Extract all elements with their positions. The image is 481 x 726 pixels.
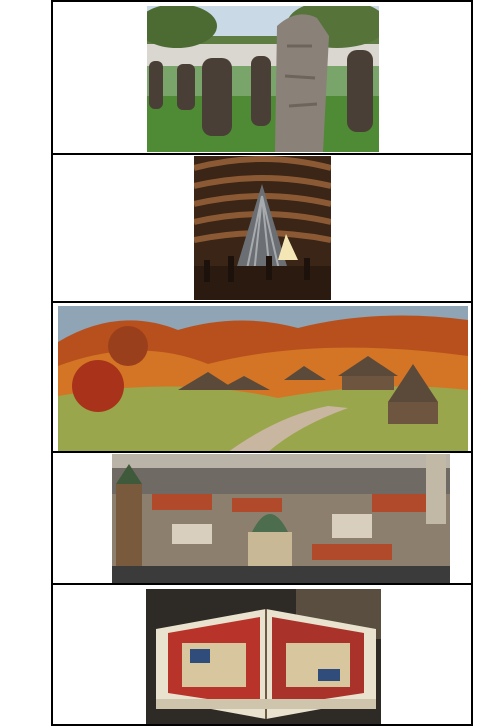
stone-idols-photo xyxy=(147,6,379,152)
city-rooftops-photo xyxy=(112,454,450,584)
panel-autumn-village xyxy=(51,301,473,456)
manuscript-photo xyxy=(146,589,381,724)
panel-manuscript xyxy=(51,583,473,726)
panel-cave-sanctuary xyxy=(51,153,473,303)
panel-stone-idols xyxy=(51,0,473,155)
panel-city-rooftops xyxy=(51,451,473,586)
autumn-village-photo xyxy=(58,306,468,452)
cave-sanctuary-photo xyxy=(194,156,331,300)
